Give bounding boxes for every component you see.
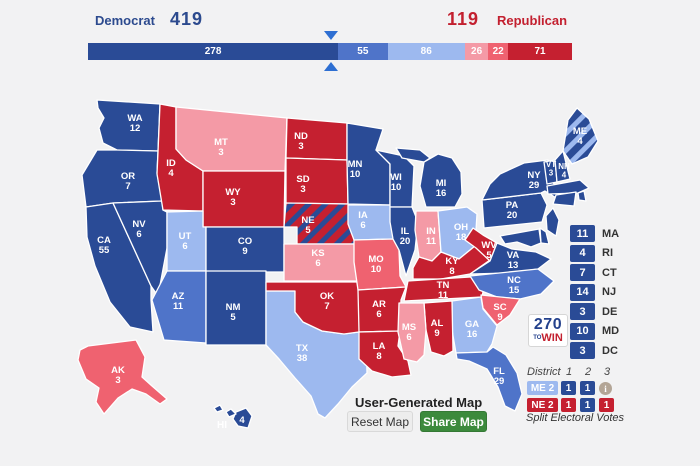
- state-AZ[interactable]: [151, 270, 207, 344]
- state-NM[interactable]: [205, 270, 267, 346]
- district-state-NE2[interactable]: NE 2: [527, 398, 558, 412]
- logo-270: 270: [533, 316, 563, 333]
- state-IL[interactable]: [389, 206, 419, 277]
- ev-box-NJ[interactable]: 14: [570, 283, 595, 301]
- district-col-2: 2: [585, 366, 592, 378]
- state-MN[interactable]: [346, 122, 391, 206]
- republican-label: Republican: [497, 13, 568, 28]
- ev-list-row-NJ: 14 NJ: [570, 283, 617, 301]
- state-NJ[interactable]: [545, 207, 560, 237]
- reset-map-button[interactable]: Reset Map: [347, 411, 413, 432]
- district-cell-NE2-2[interactable]: 1: [580, 398, 595, 412]
- state-WA[interactable]: [96, 99, 161, 152]
- electoral-vote-bar: 278 55 86 26 22 71: [88, 43, 572, 60]
- state-RI[interactable]: [577, 190, 587, 202]
- ev-list-row-CT: 7 CT: [570, 264, 617, 281]
- state-KS[interactable]: [283, 243, 360, 282]
- map-title: User-Generated Map: [355, 395, 483, 410]
- district-cell-ME2-2[interactable]: 1: [580, 381, 595, 395]
- state-WY[interactable]: [202, 170, 286, 228]
- state-MS[interactable]: [397, 302, 427, 363]
- state-MI[interactable]: [395, 147, 463, 208]
- state-NE[interactable]: [283, 202, 358, 245]
- bar-segment-lean_dem: 86: [387, 43, 465, 60]
- democrat-total: 419: [170, 9, 204, 29]
- state-label-HI: HI: [217, 420, 227, 431]
- district-cell-NE2-3[interactable]: 1: [599, 398, 614, 412]
- split-votes-note: Split Electoral Votes: [526, 412, 625, 424]
- democrat-label: Democrat: [95, 13, 155, 28]
- ev-box-DE[interactable]: 3: [570, 303, 595, 320]
- state-OR[interactable]: [81, 149, 163, 208]
- logo-towin: TOWIN: [533, 332, 563, 344]
- district-state-ME2[interactable]: ME 2: [527, 381, 558, 395]
- ev-list-row-RI: 4 RI: [570, 244, 613, 262]
- state-HI[interactable]: [213, 404, 253, 429]
- bar-segment-safe_dem: 278: [88, 43, 339, 60]
- ev-name-DE: DE: [602, 305, 618, 318]
- ev-name-DC: DC: [602, 344, 618, 357]
- ev-list-row-MD: 10 MD: [570, 322, 620, 340]
- state-MD[interactable]: [499, 228, 542, 248]
- district-cell-NE2-1[interactable]: 1: [561, 398, 576, 412]
- ev-box-MD[interactable]: 10: [570, 322, 595, 340]
- state-NH[interactable]: [554, 150, 571, 183]
- info-icon[interactable]: i: [599, 382, 612, 395]
- district-cell-ME2-1[interactable]: 1: [561, 381, 576, 395]
- ev-box-RI[interactable]: 4: [570, 244, 595, 262]
- ev-list-row-DE: 3 DE: [570, 303, 617, 320]
- share-map-button[interactable]: Share Map: [420, 411, 487, 432]
- state-AL[interactable]: [423, 300, 454, 357]
- ev-box-MA[interactable]: 11: [570, 225, 595, 242]
- 270-marker-top-icon: [323, 31, 338, 40]
- state-IN[interactable]: [414, 210, 442, 262]
- bar-segment-safe_rep: 71: [508, 43, 572, 60]
- ev-name-NJ: NJ: [602, 286, 617, 298]
- district-col-1: 1: [566, 366, 573, 378]
- ev-list-row-MA: 11 MA: [570, 225, 619, 242]
- ev-box-DC[interactable]: 3: [570, 342, 595, 359]
- state-CT[interactable]: [552, 191, 577, 207]
- state-ND[interactable]: [285, 117, 348, 161]
- ev-name-MA: MA: [602, 227, 620, 240]
- 270towin-logo: 270 TOWIN: [528, 314, 568, 347]
- ev-box-CT[interactable]: 7: [570, 264, 595, 281]
- district-col-3: 3: [604, 366, 611, 378]
- district-header-label: District: [527, 366, 561, 378]
- republican-total: 119: [447, 9, 480, 29]
- ev-list-row-DC: 3 DC: [570, 342, 618, 359]
- bar-segment-likely_rep: 22: [488, 43, 509, 60]
- state-FL[interactable]: [455, 346, 523, 412]
- state-SD[interactable]: [285, 157, 349, 205]
- state-MT[interactable]: [175, 106, 288, 172]
- bar-segment-likely_dem: 55: [338, 43, 388, 60]
- state-ME[interactable]: [562, 107, 599, 165]
- ev-name-RI: RI: [602, 247, 613, 259]
- state-AK[interactable]: [77, 339, 168, 415]
- ev-name-CT: CT: [602, 266, 617, 279]
- state-NC[interactable]: [469, 268, 555, 300]
- state-CO[interactable]: [205, 226, 285, 273]
- state-UT[interactable]: [166, 210, 207, 272]
- bar-segment-lean_rep: 26: [464, 43, 489, 60]
- 270-marker-bottom-icon: [323, 62, 338, 71]
- ev-name-MD: MD: [602, 325, 620, 337]
